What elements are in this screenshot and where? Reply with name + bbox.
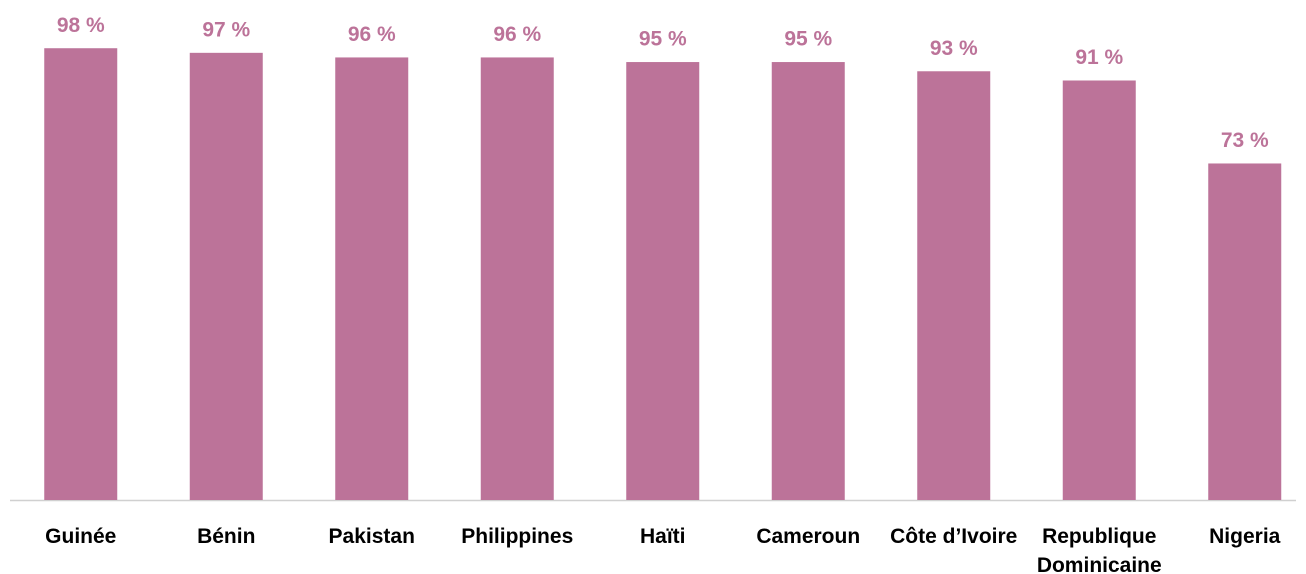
x-tick-label: Nigeria: [1209, 525, 1281, 548]
bar: [626, 62, 700, 501]
value-label: 96 %: [493, 23, 541, 46]
x-tick-label: Côte d’Ivoire: [890, 525, 1018, 548]
value-label: 96 %: [348, 23, 396, 46]
value-label: 98 %: [57, 14, 105, 37]
value-label: 93 %: [930, 37, 978, 60]
x-tick-label: Cameroun: [756, 525, 861, 548]
value-label: 97 %: [202, 18, 250, 41]
bar: [771, 62, 845, 501]
x-tick-label: Haïti: [639, 525, 686, 548]
bar: [189, 52, 263, 501]
value-label: 73 %: [1221, 129, 1269, 152]
value-label: 95 %: [639, 28, 687, 51]
bar: [1208, 163, 1282, 500]
bar: [1062, 80, 1136, 501]
bar: [917, 71, 991, 501]
bar: [44, 48, 118, 500]
x-tick-label: Philippines: [461, 525, 574, 548]
bar: [335, 57, 409, 500]
value-label: 95 %: [784, 28, 832, 51]
value-label: 91 %: [1075, 46, 1123, 69]
x-tick-label: Guinée: [45, 525, 117, 548]
x-tick-label: Pakistan: [328, 525, 415, 548]
x-tick-label: Republique Dominicaine: [1036, 525, 1162, 574]
bar: [480, 57, 554, 500]
x-tick-label: Bénin: [197, 525, 256, 548]
